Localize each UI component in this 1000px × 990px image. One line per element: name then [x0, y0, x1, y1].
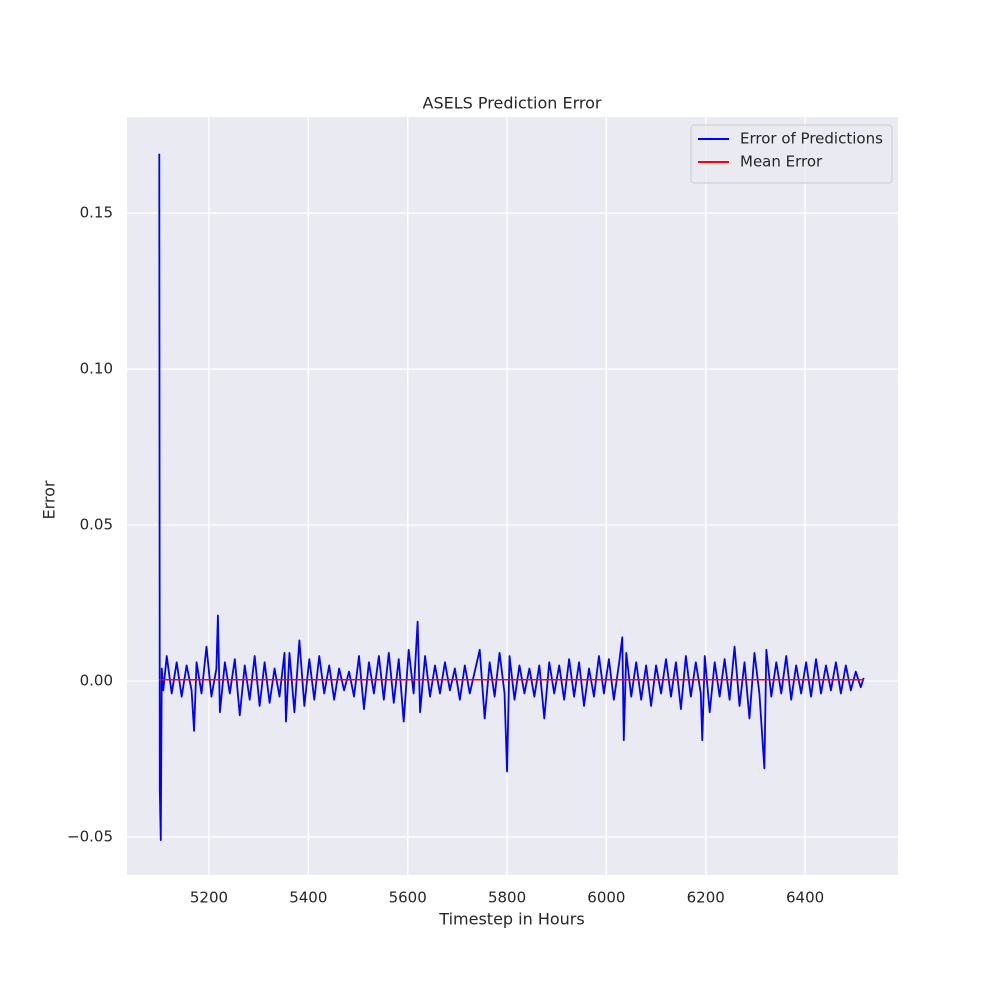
y-tick-label: −0.05: [67, 827, 113, 845]
legend-label: Error of Predictions: [740, 130, 883, 148]
y-tick-label: 0.05: [80, 516, 113, 534]
marks: [158, 153, 865, 841]
x-tick-label: 6000: [587, 889, 625, 907]
legend-box: [690, 124, 893, 184]
line-series: [158, 153, 865, 841]
x-tick-label: 5600: [389, 889, 427, 907]
x-axis-label: Timestep in Hours: [438, 910, 584, 929]
chart-title: ASELS Prediction Error: [423, 94, 602, 113]
x-tick-label: 5200: [190, 889, 228, 907]
plot-area: [127, 117, 898, 875]
legend: Error of Predictions Mean Error: [690, 124, 893, 184]
legend-label: Mean Error: [740, 153, 823, 171]
y-tick-label: 0.10: [80, 360, 113, 378]
x-tick-label: 6200: [687, 889, 725, 907]
x-tick-label: 6400: [786, 889, 824, 907]
y-tick-label: 0.00: [80, 671, 113, 689]
x-tick-label: 5400: [289, 889, 327, 907]
x-tick-label: 5800: [488, 889, 526, 907]
y-axis-label: Error: [40, 480, 59, 519]
y-tick-label: 0.15: [80, 204, 113, 222]
